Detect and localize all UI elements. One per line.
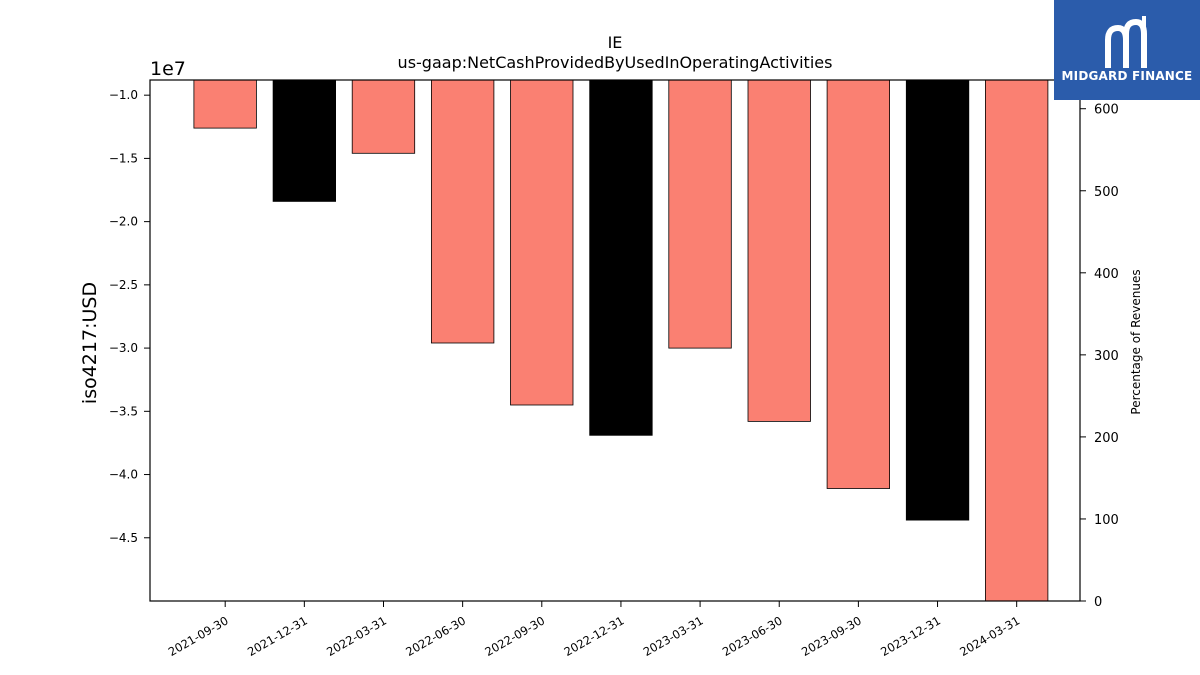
bar-2022-03-31 xyxy=(351,79,416,154)
bar-2023-03-31 xyxy=(668,79,732,349)
y-tick-label: −4.5 xyxy=(109,531,138,545)
y-tick-label: −1.5 xyxy=(109,151,138,165)
chart-title: IE xyxy=(608,33,623,52)
x-tick-label: 2024-03-31 xyxy=(957,613,1022,659)
y2-axis-label: Percentage of Revenues xyxy=(1129,269,1143,414)
x-tick-label: 2023-12-31 xyxy=(878,613,943,659)
x-tick-label: 2023-09-30 xyxy=(799,613,864,659)
x-tick-label: 2022-03-31 xyxy=(324,613,389,659)
y-tick-label: −4.0 xyxy=(109,468,138,482)
bar-2021-12-31 xyxy=(272,79,337,202)
y2-axis-ticks: 0 100 200 300 400 500 600 xyxy=(1080,103,1119,610)
y2-tick-label: 500 xyxy=(1094,185,1119,200)
x-tick-label: 2023-06-30 xyxy=(720,613,785,659)
x-tick-label: 2021-09-30 xyxy=(166,613,231,659)
chart-subtitle: us-gaap:NetCashProvidedByUsedInOperating… xyxy=(398,53,833,72)
x-tick-label: 2021-12-31 xyxy=(245,613,310,659)
brand-logo: MIDGARD FINANCE xyxy=(1054,0,1200,100)
bar-2023-12-31 xyxy=(905,79,970,521)
bar-2022-12-31 xyxy=(589,79,653,436)
bar-2022-09-30 xyxy=(510,79,574,406)
y2-tick-label: 400 xyxy=(1094,267,1119,282)
midgard-logo-icon xyxy=(1105,16,1147,68)
logo-text: MIDGARD FINANCE xyxy=(1061,69,1193,83)
y2-tick-label: 0 xyxy=(1094,595,1102,610)
bar-2022-06-30 xyxy=(430,79,495,344)
bar-2024-03-31 xyxy=(985,79,1049,602)
y-axis-label: iso4217:USD xyxy=(79,282,101,404)
y-offset-text: 1e7 xyxy=(150,58,186,80)
y-axis-ticks: −1.0 −1.5 −2.0 −2.5 −3.0 −3.5 −4.0 −4.5 xyxy=(109,88,150,545)
x-axis-ticks: 2021-09-30 2021-12-31 2022-03-31 2022-06-30… xyxy=(166,601,1022,659)
bar-2021-09-30 xyxy=(193,79,257,129)
x-tick-label: 2022-09-30 xyxy=(482,613,547,659)
y-tick-label: −3.0 xyxy=(109,341,138,355)
bar-2023-06-30 xyxy=(747,79,811,422)
y-tick-label: −2.5 xyxy=(109,278,138,292)
x-tick-label: 2022-12-31 xyxy=(562,613,627,659)
x-tick-label: 2022-06-30 xyxy=(403,613,468,659)
bars-group xyxy=(193,79,1049,602)
y-tick-label: −3.5 xyxy=(109,404,138,418)
y-tick-label: −2.0 xyxy=(109,215,138,229)
y2-tick-label: 200 xyxy=(1094,431,1119,446)
y2-tick-label: 100 xyxy=(1094,513,1119,528)
y-tick-label: −1.0 xyxy=(109,88,138,102)
plot-frame xyxy=(149,79,1081,602)
y2-tick-label: 600 xyxy=(1094,103,1119,118)
x-tick-label: 2023-03-31 xyxy=(641,613,706,659)
bar-2023-09-30 xyxy=(826,79,890,489)
y2-tick-label: 300 xyxy=(1094,349,1119,364)
